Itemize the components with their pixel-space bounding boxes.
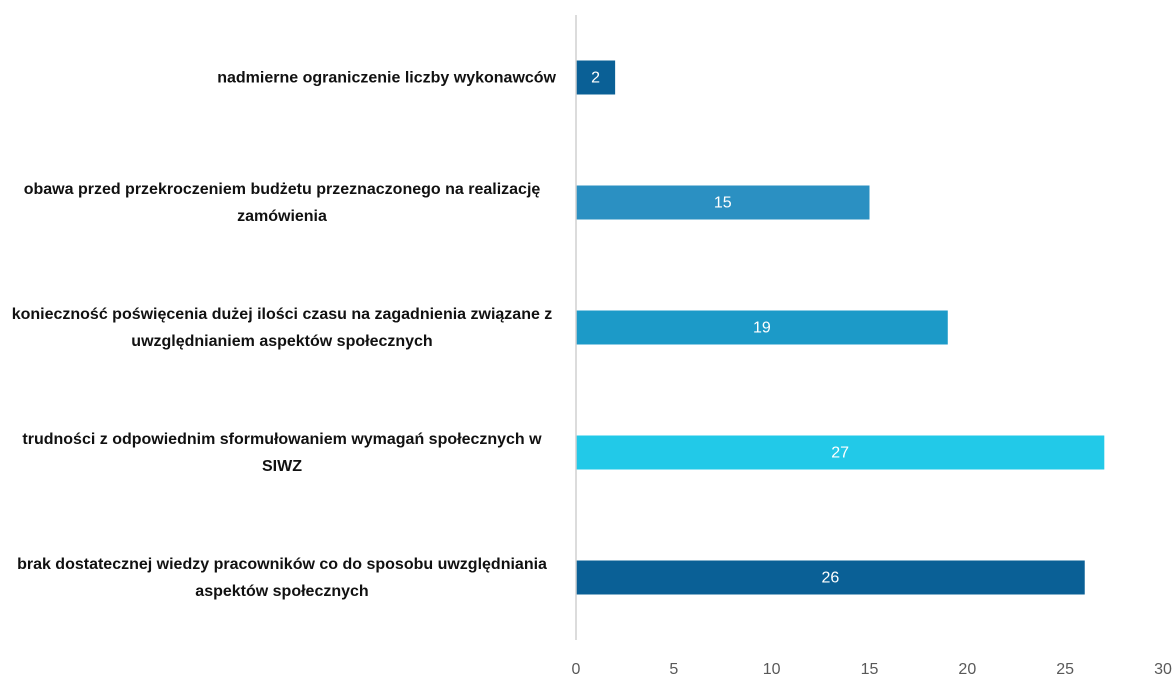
bar (576, 435, 1105, 470)
category-label: brak dostatecznej wiedzy pracowników co … (17, 555, 547, 600)
x-tick-label: 10 (763, 661, 781, 678)
value-label: 2 (591, 70, 600, 87)
category-label: nadmierne ograniczenie liczby wykonawców (217, 69, 556, 86)
value-label: 19 (753, 320, 771, 337)
x-tick-label: 5 (669, 661, 678, 678)
category-label: obawa przed przekroczeniem budżetu przez… (23, 180, 541, 225)
bar (576, 60, 616, 95)
x-tick-label: 0 (572, 661, 581, 678)
bar (576, 310, 948, 345)
x-tick-label: 20 (958, 661, 976, 678)
bar (576, 185, 870, 220)
bar (576, 560, 1085, 595)
x-tick-label: 25 (1056, 661, 1074, 678)
category-label: konieczność poświęcenia dużej ilości cza… (11, 305, 553, 350)
x-tick-label: 30 (1154, 661, 1172, 678)
value-label: 26 (821, 570, 839, 587)
category-label: trudności z odpowiednim sformułowaniem w… (22, 430, 542, 475)
value-label: 15 (714, 195, 732, 212)
value-label: 27 (831, 445, 849, 462)
x-tick-label: 15 (861, 661, 879, 678)
